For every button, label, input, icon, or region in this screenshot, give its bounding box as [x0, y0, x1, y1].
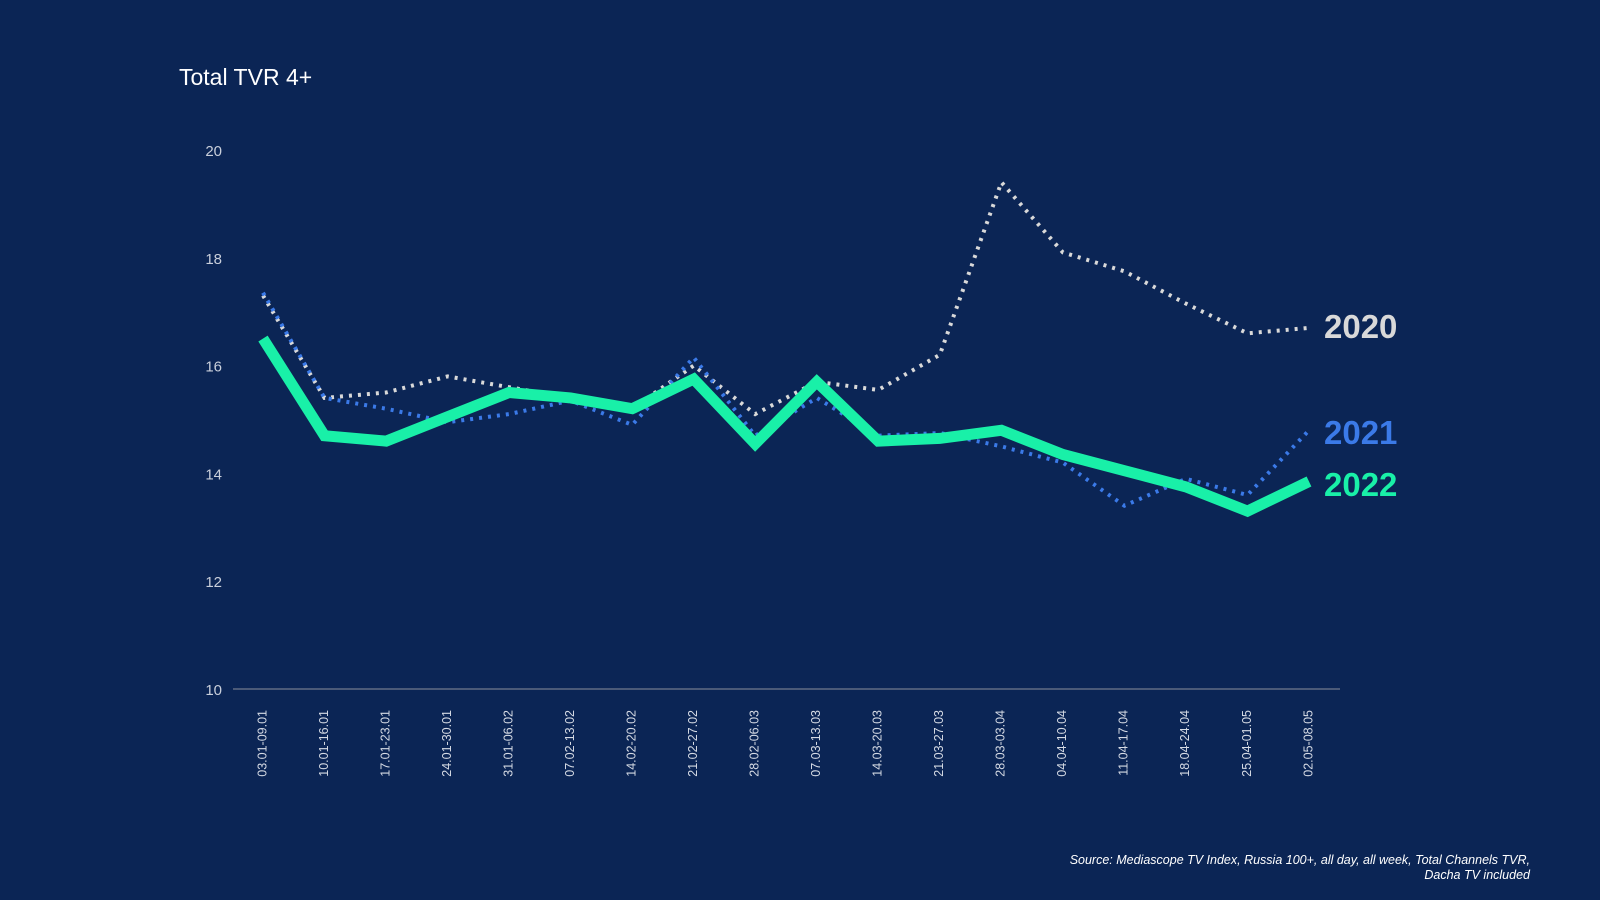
- x-tick-label: 25.04-01.05: [1240, 710, 1254, 777]
- x-tick-label: 02.05-08.05: [1301, 710, 1315, 777]
- source-note: Source: Mediascope TV Index, Russia 100+…: [970, 853, 1530, 883]
- legend: 2020 2021 2022: [1324, 308, 1397, 503]
- source-line-2: Dacha TV included: [1424, 868, 1530, 882]
- y-tick-label: 10: [205, 682, 222, 699]
- y-tick-label: 14: [205, 466, 222, 483]
- source-line-1: Source: Mediascope TV Index, Russia 100+…: [1069, 853, 1530, 867]
- x-axis: 03.01-09.01 10.01-16.01 17.01-23.01 24.01-3…: [255, 710, 1315, 777]
- x-tick-label: 17.01-23.01: [378, 710, 392, 777]
- x-tick-label: 18.04-24.04: [1178, 710, 1192, 777]
- x-tick-label: 28.02-06.03: [748, 710, 762, 777]
- legend-label-2021: 2021: [1324, 414, 1397, 451]
- x-tick-label: 04.04-10.04: [1055, 710, 1069, 777]
- y-tick-label: 12: [205, 574, 222, 591]
- x-tick-label: 07.02-13.02: [563, 710, 577, 777]
- y-tick-label: 20: [205, 143, 222, 160]
- series-layer: [258, 178, 1312, 518]
- x-tick-label: 14.02-20.02: [624, 710, 638, 777]
- x-tick-label: 21.03-27.03: [932, 710, 946, 777]
- x-tick-label: 24.01-30.01: [440, 710, 454, 777]
- series-line-2020: [261, 178, 1310, 417]
- y-axis: 10 12 14 16 18 20: [205, 143, 222, 699]
- series-line-2022: [258, 335, 1312, 518]
- legend-label-2022: 2022: [1324, 466, 1397, 503]
- legend-label-2020: 2020: [1324, 308, 1397, 345]
- x-tick-label: 21.02-27.02: [686, 710, 700, 777]
- y-tick-label: 16: [205, 359, 222, 376]
- x-tick-label: 31.01-06.02: [501, 710, 515, 777]
- chart-title: Total TVR 4+: [179, 64, 313, 90]
- x-tick-label: 10.01-16.01: [317, 710, 331, 777]
- x-tick-label: 28.03-03.04: [994, 710, 1008, 777]
- x-tick-label: 11.04-17.04: [1117, 710, 1131, 776]
- y-tick-label: 18: [205, 251, 222, 268]
- x-tick-label: 07.03-13.03: [809, 710, 823, 777]
- x-tick-label: 03.01-09.01: [255, 710, 269, 777]
- x-tick-label: 14.03-20.03: [871, 710, 885, 777]
